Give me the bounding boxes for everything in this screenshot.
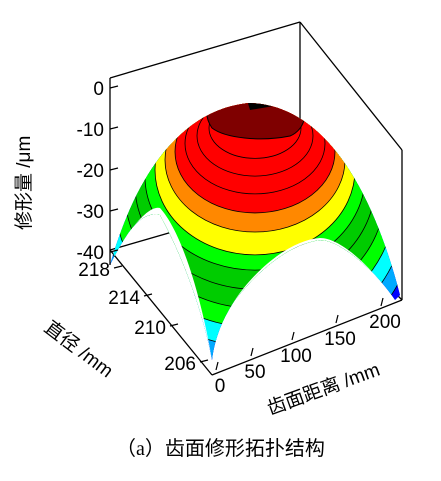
y-tick-label: 218 bbox=[78, 260, 110, 281]
x-tick-mark bbox=[291, 331, 295, 341]
contour-line bbox=[208, 103, 302, 159]
z-tick-label: -30 bbox=[77, 202, 104, 223]
z-axis-ticks: 0 -10 -20 -30 -40 bbox=[77, 79, 119, 264]
y-tick-label: 206 bbox=[164, 354, 196, 375]
x-tick-label: 150 bbox=[324, 329, 356, 350]
x-tick-label: 100 bbox=[280, 346, 312, 367]
contour-line bbox=[174, 103, 336, 214]
y-tick-mark bbox=[199, 359, 209, 363]
z-tick-label: 0 bbox=[93, 79, 104, 100]
y-axis-label: 直径 /mm bbox=[40, 316, 117, 382]
x-tick-mark bbox=[215, 361, 219, 371]
y-tick-mark bbox=[113, 265, 123, 269]
z-tick-mark bbox=[109, 126, 119, 130]
y-tick-mark bbox=[169, 323, 179, 327]
figure-caption: （a）齿面修形拓扑结构 bbox=[116, 438, 325, 460]
y-tick-label: 214 bbox=[108, 288, 140, 309]
y-tick-mark bbox=[143, 293, 153, 297]
x-tick-mark bbox=[335, 314, 339, 324]
z-tick-mark bbox=[109, 167, 119, 171]
x-tick-label: 50 bbox=[244, 362, 265, 383]
contour-line bbox=[184, 103, 326, 195]
x-axis-ticks: 0 50 100 150 200 bbox=[215, 297, 401, 397]
peak-region bbox=[206, 103, 306, 140]
peak-top bbox=[247, 103, 274, 110]
z-tick-label: -20 bbox=[77, 161, 104, 182]
z-tick-label: -40 bbox=[77, 243, 104, 264]
z-tick-mark bbox=[109, 249, 119, 253]
y-axis-ticks: 218 214 210 206 bbox=[78, 260, 209, 375]
z-axis-label: 修形量 /μm bbox=[13, 136, 35, 230]
x-tick-label: 0 bbox=[215, 376, 226, 397]
x-axis-label: 齿面距离 /mm bbox=[264, 359, 383, 420]
x-tick-mark bbox=[380, 297, 384, 307]
x-tick-mark bbox=[250, 347, 254, 357]
x-tick-label: 200 bbox=[369, 312, 401, 333]
z-tick-mark bbox=[109, 208, 119, 212]
z-tick-mark bbox=[109, 85, 119, 89]
contour-line bbox=[196, 103, 314, 177]
z-tick-label: -10 bbox=[77, 120, 104, 141]
y-tick-label: 210 bbox=[134, 318, 166, 339]
